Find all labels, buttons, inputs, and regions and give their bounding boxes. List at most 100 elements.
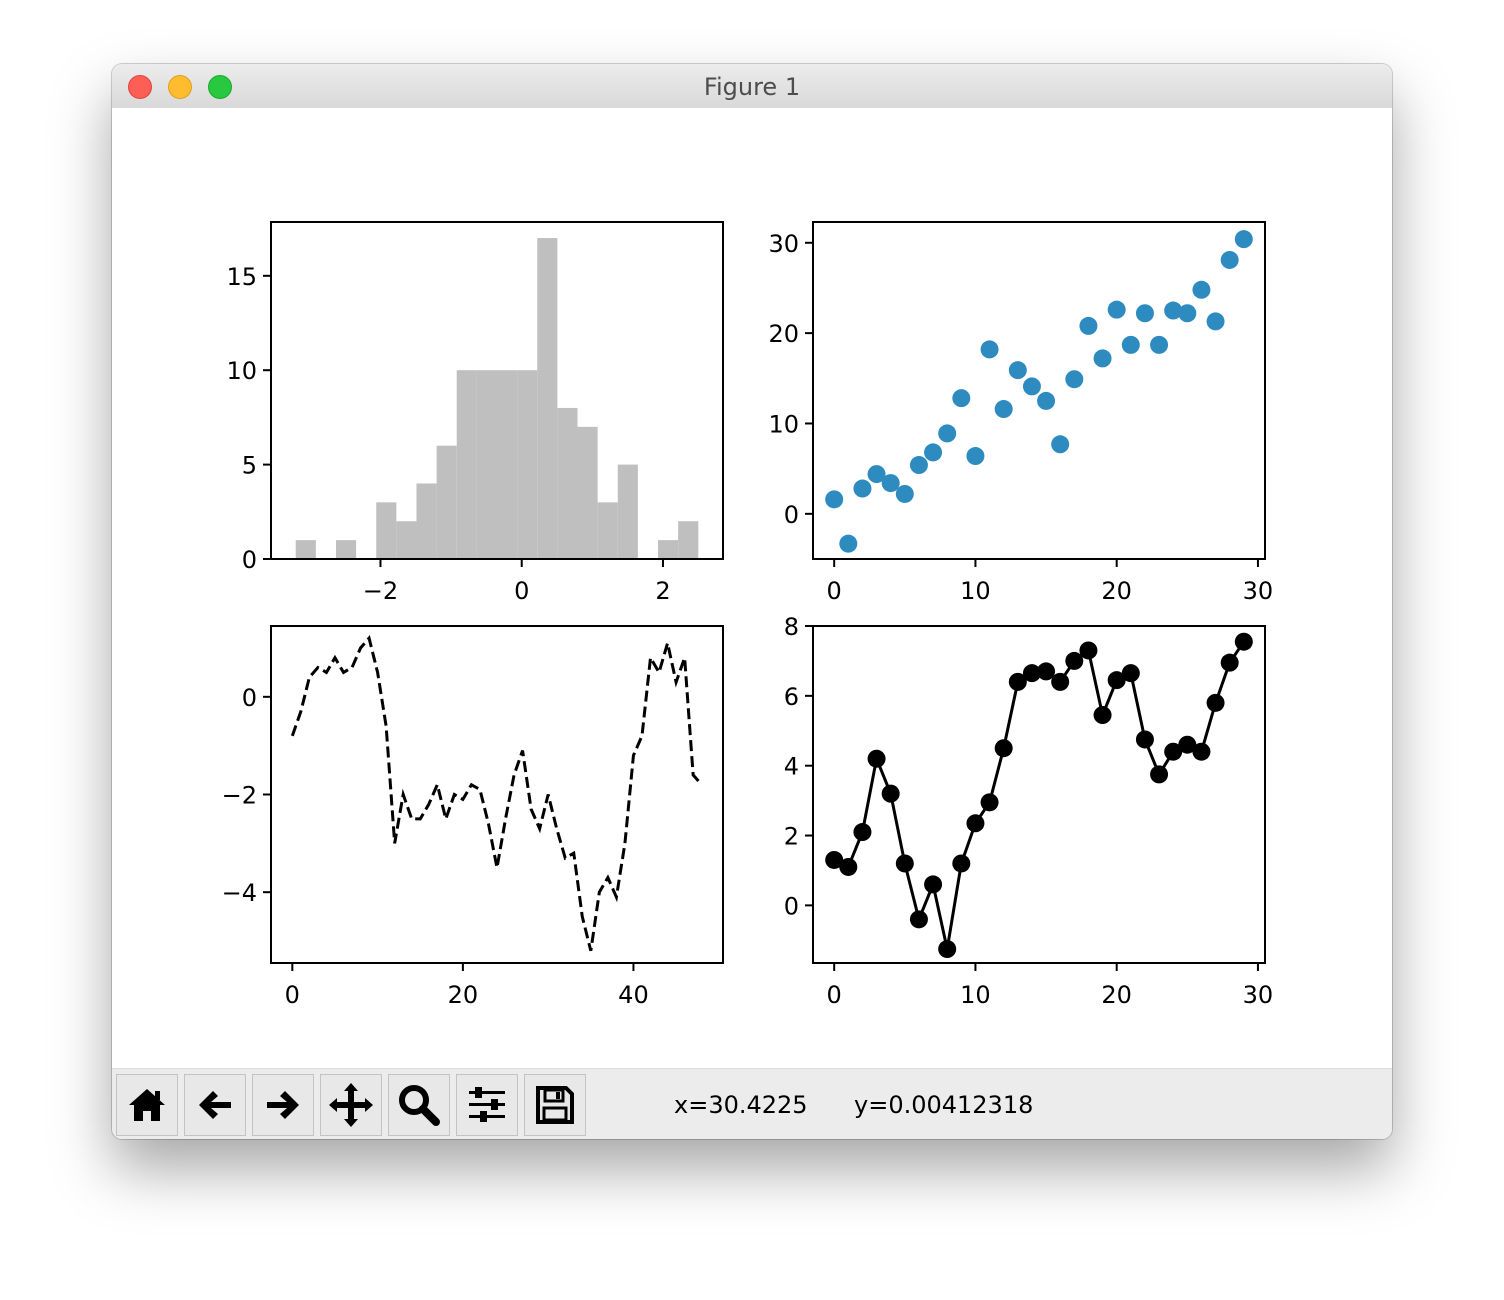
scatter-point [1178,304,1197,323]
histogram-bar [376,502,397,559]
scatter-point [1093,349,1112,368]
histogram-bar [617,464,638,559]
scatter-point [825,490,844,509]
x-tick-label: 0 [514,577,529,605]
histogram-bar [456,370,477,559]
figure-canvas[interactable]: −2 0 2 0 5 10 15 0 10 20 30 0 10 20 30 0 20 40 −4 −2 0 0 10 20 3… [112,108,1392,1068]
line-marker [909,910,928,929]
axes-frame [812,221,1266,560]
navigation-toolbar: x=30.4225 y=0.00412318 [112,1068,1392,1139]
magnifier-icon [399,1085,440,1126]
line-marker [1022,664,1041,683]
subplot-4[interactable]: 0 10 20 30 0 2 4 6 8 [784,613,1273,1009]
scatter-point [1065,370,1084,389]
x-tick-label: −2 [363,577,398,605]
x-tick-label: 20 [448,981,479,1009]
x-tick-label: 2 [655,577,670,605]
save-button[interactable] [524,1074,586,1136]
arrow-left-icon [199,1091,231,1119]
scatter-point [909,456,928,475]
y-tick-label: −4 [222,879,257,907]
scatter-point [1164,301,1183,320]
y-tick-label: 20 [768,320,799,348]
line-marker [938,940,957,959]
line-marker [1037,662,1056,681]
histogram-bar [577,426,598,559]
scatter-point [1107,300,1126,319]
x-coordinate-readout: x=30.4225 [674,1091,808,1119]
minimize-window-button[interactable] [168,75,192,99]
y-tick-label: 0 [784,892,799,920]
line-marker [1107,671,1126,690]
line-marker [1051,672,1070,691]
line-marker [853,823,872,842]
pan-button[interactable] [320,1074,382,1136]
scatter-point [1008,361,1027,380]
histogram-bar [658,540,679,559]
line-marker [966,814,985,833]
line-marker [980,793,999,812]
scatter-point [924,443,943,462]
subplot-2[interactable]: 0 10 20 30 0 10 20 30 [768,221,1273,605]
axes-frame [812,625,1266,964]
line-marker [1164,742,1183,761]
home-button[interactable] [116,1074,178,1136]
y-tick-label: 0 [242,684,257,712]
scatter-point [1150,335,1169,354]
line-marker [1150,765,1169,784]
x-tick-label: 10 [960,981,991,1009]
line-marker [1178,735,1197,754]
forward-button[interactable] [252,1074,314,1136]
scatter-point [1135,304,1154,323]
line-marker [895,854,914,873]
line-marker [1093,706,1112,725]
line-marker [1079,641,1098,660]
scatter-point [980,340,999,359]
line-marker [994,739,1013,758]
scatter-point [1220,250,1239,269]
floppy-disk-icon [536,1086,574,1124]
line-marker [867,749,886,768]
scatter-point [938,424,957,443]
y-tick-label: 15 [226,263,257,291]
close-window-button[interactable] [128,75,152,99]
scatter-point [1037,391,1056,410]
histogram-bar [295,540,316,559]
histogram-bar [396,521,417,559]
histogram-bar [476,370,497,559]
move-icon [329,1083,373,1127]
line-marker [1065,651,1084,670]
title-bar[interactable]: Figure 1 [112,64,1392,109]
subplot-1[interactable]: −2 0 2 0 5 10 15 [226,221,724,605]
line-marker [1008,672,1027,691]
scatter-point [1121,335,1140,354]
scatter-point [853,479,872,498]
scatter-point [895,484,914,503]
line-marker [1121,664,1140,683]
axes-frame [270,221,724,560]
y-tick-label: 5 [242,452,257,480]
line-marker [924,875,943,894]
y-tick-label: 10 [226,357,257,385]
arrow-right-icon [267,1091,299,1119]
zoom-window-button[interactable] [208,75,232,99]
x-tick-label: 0 [285,981,300,1009]
subplot-3[interactable]: 0 20 40 −4 −2 0 [222,625,724,1009]
y-tick-label: 0 [784,501,799,529]
back-button[interactable] [184,1074,246,1136]
zoom-button[interactable] [388,1074,450,1136]
y-tick-label: 2 [784,823,799,851]
scatter-point [1234,230,1253,249]
scatter-point [839,534,858,553]
y-tick-label: 4 [784,753,799,781]
sliders-icon [469,1087,505,1122]
y-tick-label: 0 [242,546,257,574]
histogram-bar [436,445,457,559]
line-marker [952,854,971,873]
histogram-bar [517,370,538,559]
y-tick-label: 6 [784,683,799,711]
line-marker [1206,693,1225,712]
histogram-bar [537,238,558,560]
configure-subplots-button[interactable] [456,1074,518,1136]
